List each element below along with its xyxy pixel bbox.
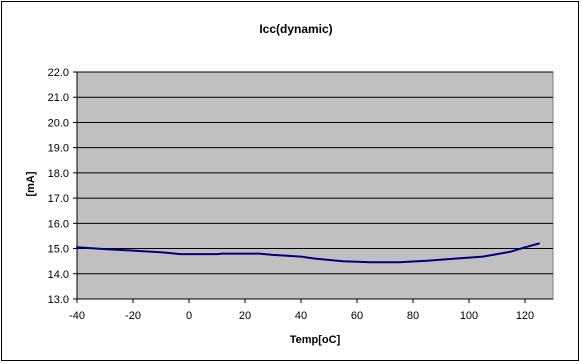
series-line-icc bbox=[76, 242, 540, 264]
y-tick-label: 17.0 bbox=[48, 193, 69, 205]
y-tick-label: 21.0 bbox=[48, 92, 69, 104]
chart-title: Icc(dynamic) bbox=[259, 22, 332, 36]
y-tick-label: 13.0 bbox=[48, 294, 69, 306]
y-axis-label: [mA] bbox=[25, 171, 37, 196]
x-tick-label: 120 bbox=[516, 310, 534, 322]
axes bbox=[73, 71, 553, 303]
y-tick-label: 14.0 bbox=[48, 269, 69, 281]
x-tick-label: 100 bbox=[460, 310, 478, 322]
y-tick-label: 22.0 bbox=[48, 67, 69, 79]
plot-area bbox=[76, 71, 554, 300]
y-tick-label: 16.0 bbox=[48, 218, 69, 230]
y-tick-label: 18.0 bbox=[48, 168, 69, 180]
x-tick-labels: -40 -20 0 20 40 60 80 100 120 bbox=[69, 310, 534, 322]
y-tick-label: 15.0 bbox=[48, 244, 69, 256]
x-tick-label: 60 bbox=[351, 310, 363, 322]
x-tick-label: 0 bbox=[186, 310, 192, 322]
x-tick-label: 80 bbox=[407, 310, 419, 322]
x-tick-label: -40 bbox=[69, 310, 85, 322]
y-tick-label: 19.0 bbox=[48, 143, 69, 155]
y-tick-label: 20.0 bbox=[48, 117, 69, 129]
x-tick-label: -20 bbox=[125, 310, 141, 322]
grid-lines bbox=[77, 71, 553, 275]
x-tick-label: 40 bbox=[295, 310, 307, 322]
x-axis-label: Temp[oC] bbox=[290, 334, 341, 346]
x-tick-label: 20 bbox=[239, 310, 251, 322]
y-tick-labels: 13.0 14.0 15.0 16.0 17.0 18.0 19.0 20.0 21.0 22.0 bbox=[48, 67, 69, 306]
